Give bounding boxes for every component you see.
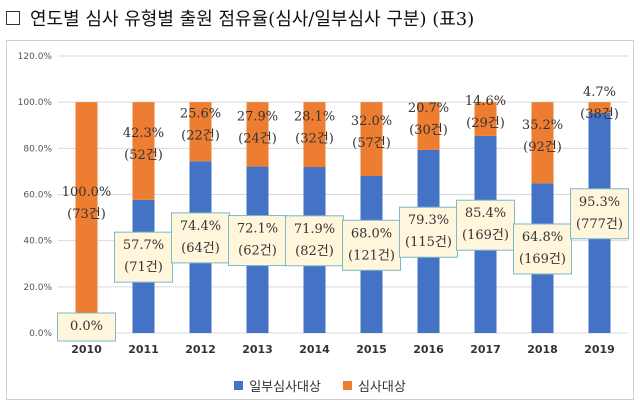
x-tick-label: 2010 bbox=[71, 343, 102, 356]
legend-label-series-1: 일부심사대상 bbox=[249, 380, 321, 395]
bar-segment-simsa-2014 bbox=[303, 102, 326, 168]
data-label-box bbox=[285, 215, 344, 267]
data-label-orange: (32건) bbox=[295, 132, 334, 147]
bar-segment-simsa-2013 bbox=[246, 102, 269, 167]
y-tick-label: 60.0% bbox=[23, 191, 52, 201]
data-label-box bbox=[342, 219, 401, 271]
data-label-orange: 32.0% bbox=[351, 114, 392, 129]
x-tick-label: 2015 bbox=[356, 343, 387, 356]
y-tick-label: 100.0% bbox=[18, 98, 53, 108]
data-label-blue: 79.3% bbox=[408, 213, 449, 228]
data-label-orange: 100.0% bbox=[62, 185, 112, 200]
bar-segment-simsa-2017 bbox=[474, 102, 497, 136]
data-label-blue: 68.0% bbox=[351, 226, 392, 241]
y-tick-label: 80.0% bbox=[23, 144, 52, 154]
data-label-box bbox=[171, 212, 230, 264]
bar-segment-simsa-2011 bbox=[132, 102, 155, 200]
data-label-blue: 71.9% bbox=[294, 222, 335, 237]
data-label-blue: (777건) bbox=[576, 217, 623, 232]
data-label-orange: 14.6% bbox=[465, 94, 506, 109]
data-label-blue: 95.3% bbox=[579, 195, 620, 210]
data-label-blue: (71건) bbox=[124, 260, 163, 275]
y-tick-label: 0.0% bbox=[29, 329, 52, 339]
data-label-blue: 57.7% bbox=[123, 238, 164, 253]
checkbox-square-icon bbox=[6, 11, 20, 25]
data-label-blue: (115건) bbox=[405, 235, 452, 250]
data-label-box bbox=[513, 223, 572, 275]
y-tick-label: 120.0% bbox=[18, 52, 53, 62]
bar-segment-simsa-2018 bbox=[531, 102, 554, 184]
data-label-blue: (169건) bbox=[462, 228, 509, 243]
legend-swatch-orange bbox=[342, 381, 352, 390]
data-label-orange: 25.6% bbox=[180, 107, 221, 122]
x-tick-label: 2013 bbox=[242, 343, 273, 356]
data-label-blue: (82건) bbox=[295, 244, 334, 259]
legend-swatch-blue bbox=[234, 381, 244, 390]
data-label-orange: (29건) bbox=[466, 116, 505, 131]
data-label-orange: 20.7% bbox=[408, 101, 449, 116]
bar-segment-simsa-2012 bbox=[189, 102, 212, 162]
data-label-blue: (64건) bbox=[181, 241, 220, 256]
data-label-orange: (22건) bbox=[181, 129, 220, 144]
legend-item-series-2: 심사대상 bbox=[342, 376, 406, 395]
data-label-box bbox=[570, 188, 629, 240]
x-tick-label: 2017 bbox=[470, 343, 501, 356]
y-tick-label: 40.0% bbox=[23, 237, 52, 247]
data-label-blue: (121건) bbox=[348, 248, 395, 263]
bar-segment-simsa-2016 bbox=[417, 102, 440, 150]
chart-heading: 연도별 심사 유형별 출원 점유율(심사/일부심사 구분) (표3) bbox=[6, 4, 474, 32]
chart-title: 연도별 심사 유형별 출원 점유율(심사/일부심사 구분) (표3) bbox=[30, 9, 475, 30]
x-tick-label: 2016 bbox=[413, 343, 444, 356]
data-label-orange: (52건) bbox=[124, 148, 163, 163]
data-label-box bbox=[57, 312, 116, 342]
data-label-blue: 85.4% bbox=[465, 206, 506, 221]
data-label-orange: 4.7% bbox=[583, 85, 616, 100]
data-label-blue: 74.4% bbox=[180, 219, 221, 234]
data-label-box bbox=[399, 206, 458, 258]
bar-segment-simsa-2019 bbox=[588, 102, 611, 114]
bar-segment-simsa-2010 bbox=[75, 102, 98, 334]
x-tick-label: 2011 bbox=[128, 343, 159, 356]
data-label-blue: (62건) bbox=[238, 244, 277, 259]
x-tick-label: 2012 bbox=[185, 343, 216, 356]
data-label-blue: (169건) bbox=[519, 252, 566, 267]
data-label-orange: 42.3% bbox=[123, 126, 164, 141]
data-label-orange: (73건) bbox=[67, 207, 106, 222]
data-label-orange: (57건) bbox=[352, 136, 391, 151]
data-label-box bbox=[456, 199, 515, 251]
data-label-orange: (38건) bbox=[580, 107, 619, 122]
data-label-orange: 28.1% bbox=[294, 110, 335, 125]
data-label-orange: (24건) bbox=[238, 131, 277, 146]
y-tick-label: 20.0% bbox=[23, 283, 52, 293]
x-tick-label: 2014 bbox=[299, 343, 330, 356]
legend-item-series-1: 일부심사대상 bbox=[234, 376, 321, 395]
data-label-blue: 0.0% bbox=[70, 319, 103, 334]
data-label-orange: 35.2% bbox=[522, 118, 563, 133]
x-tick-label: 2019 bbox=[584, 343, 615, 356]
data-label-blue: 64.8% bbox=[522, 230, 563, 245]
data-label-box bbox=[228, 215, 287, 267]
chart-panel bbox=[6, 40, 634, 400]
x-tick-label: 2018 bbox=[527, 343, 558, 356]
legend-label-series-2: 심사대상 bbox=[357, 380, 406, 395]
data-label-orange: (30건) bbox=[409, 123, 448, 138]
data-label-orange: (92건) bbox=[523, 140, 562, 155]
chart-legend: 일부심사대상 심사대상 bbox=[0, 376, 640, 395]
data-label-blue: 72.1% bbox=[237, 222, 278, 237]
data-label-orange: 27.9% bbox=[237, 109, 278, 124]
bar-segment-simsa-2015 bbox=[360, 102, 383, 177]
